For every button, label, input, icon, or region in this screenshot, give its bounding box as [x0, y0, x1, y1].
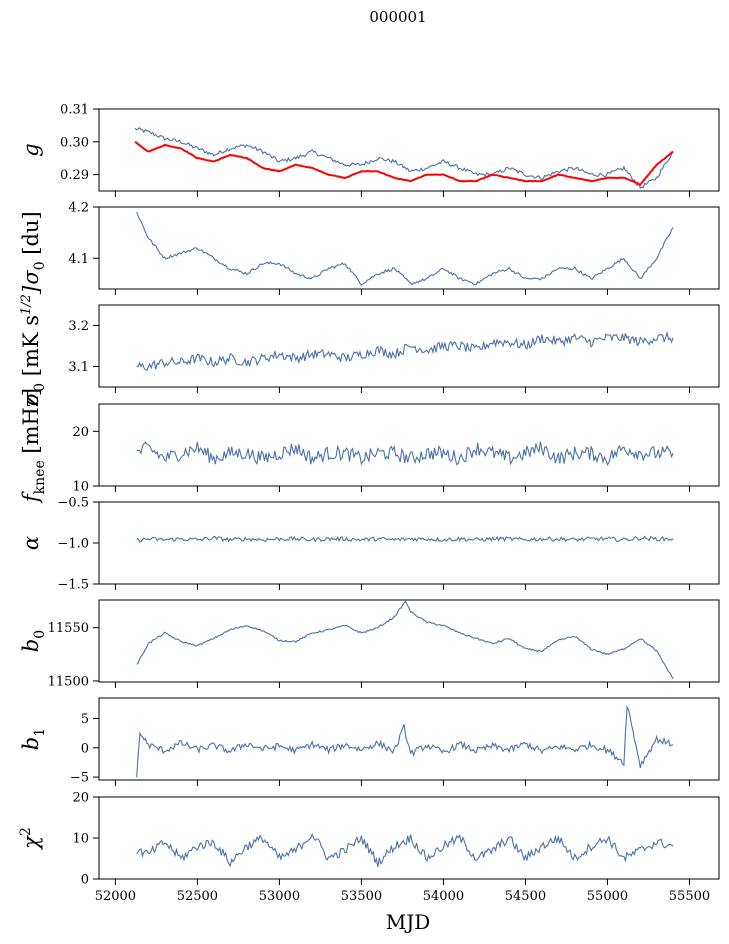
- x-tick-label: 55500: [669, 889, 710, 904]
- y-axis-label: χ2: [18, 827, 43, 851]
- y-tick-label: −1.5: [57, 578, 89, 593]
- axes-frame: [98, 599, 720, 683]
- y-tick-label: 11500: [48, 674, 89, 689]
- x-tick-label: 52000: [95, 889, 136, 904]
- y-tick-label: 20: [72, 425, 89, 440]
- y-axis-label: b1: [19, 728, 48, 750]
- data-line: [136, 211, 674, 286]
- y-tick-label: 5: [81, 712, 89, 727]
- panel-7: −5 0 5 b1: [19, 697, 720, 786]
- axes-frame: [98, 501, 720, 585]
- x-tick-label: 52500: [177, 889, 218, 904]
- data-line: [136, 330, 674, 371]
- y-tick-label: 10: [72, 832, 89, 847]
- y-tick-label: 4.2: [68, 201, 89, 216]
- y-axis-label: g: [19, 143, 43, 156]
- y-axis-label: σ0 [mK s1/2]: [19, 285, 48, 406]
- y-tick-label: −1.0: [57, 537, 89, 552]
- panel-3: 3.1 3.2 σ0 [mK s1/2]: [19, 285, 720, 406]
- y-axis-label: b0: [19, 630, 48, 652]
- x-tick-label: 54500: [505, 889, 546, 904]
- panel-1: 0.29 0.30 0.31 g: [19, 103, 720, 197]
- y-tick-label: 10: [72, 480, 89, 495]
- y-tick-label: 3.2: [68, 319, 89, 334]
- axes-frame: [98, 108, 720, 192]
- y-tick-label: 0.31: [60, 103, 89, 118]
- panels: 0.29 0.30 0.31 g 4.1 4.2 σ0 [du] 3.1 3.2 σ0 [mK s…: [18, 103, 720, 904]
- y-axis-label: α: [19, 536, 43, 550]
- x-tick-label: 53000: [259, 889, 300, 904]
- y-tick-label: −5: [70, 771, 89, 786]
- y-tick-label: 20: [72, 791, 89, 806]
- axes-frame: [98, 796, 720, 880]
- data-line: [136, 441, 674, 466]
- y-tick-label: 0.29: [60, 168, 89, 183]
- model-line: [134, 140, 674, 186]
- y-axis-label: fknee [mHz]: [19, 388, 48, 504]
- axes-frame: [98, 304, 720, 388]
- y-tick-label: 3.1: [68, 360, 89, 375]
- axes-frame: [98, 206, 720, 290]
- x-tick-label: 53500: [341, 889, 382, 904]
- axes-frame: [98, 697, 720, 781]
- x-tick-label: 55000: [587, 889, 628, 904]
- x-axis-label: MJD: [386, 910, 431, 934]
- figure-title: 000001: [369, 8, 426, 26]
- y-tick-label: 0.30: [60, 135, 89, 150]
- data-line: [134, 127, 674, 189]
- panel-5: −1.5 −1.0 −0.5 α: [19, 496, 720, 593]
- y-tick-label: 4.1: [68, 252, 89, 267]
- y-tick-label: 0: [81, 873, 89, 888]
- y-axis-label: σ0 [du]: [19, 211, 48, 284]
- y-tick-label: 0: [81, 741, 89, 756]
- data-line: [136, 705, 674, 778]
- axes-frame: [98, 403, 720, 487]
- y-tick-label: 11550: [48, 621, 89, 636]
- y-tick-label: −0.5: [57, 496, 89, 511]
- panel-8: 52000 52500 53000 53500 54000 54500 55000 55500…: [18, 791, 720, 904]
- data-line: [136, 535, 674, 543]
- x-tick-label: 54000: [423, 889, 464, 904]
- data-line: [136, 832, 674, 868]
- panel-4: 10 20 fknee [mHz]: [19, 388, 720, 504]
- data-line: [136, 600, 674, 680]
- panel-2: 4.1 4.2 σ0 [du]: [19, 201, 720, 295]
